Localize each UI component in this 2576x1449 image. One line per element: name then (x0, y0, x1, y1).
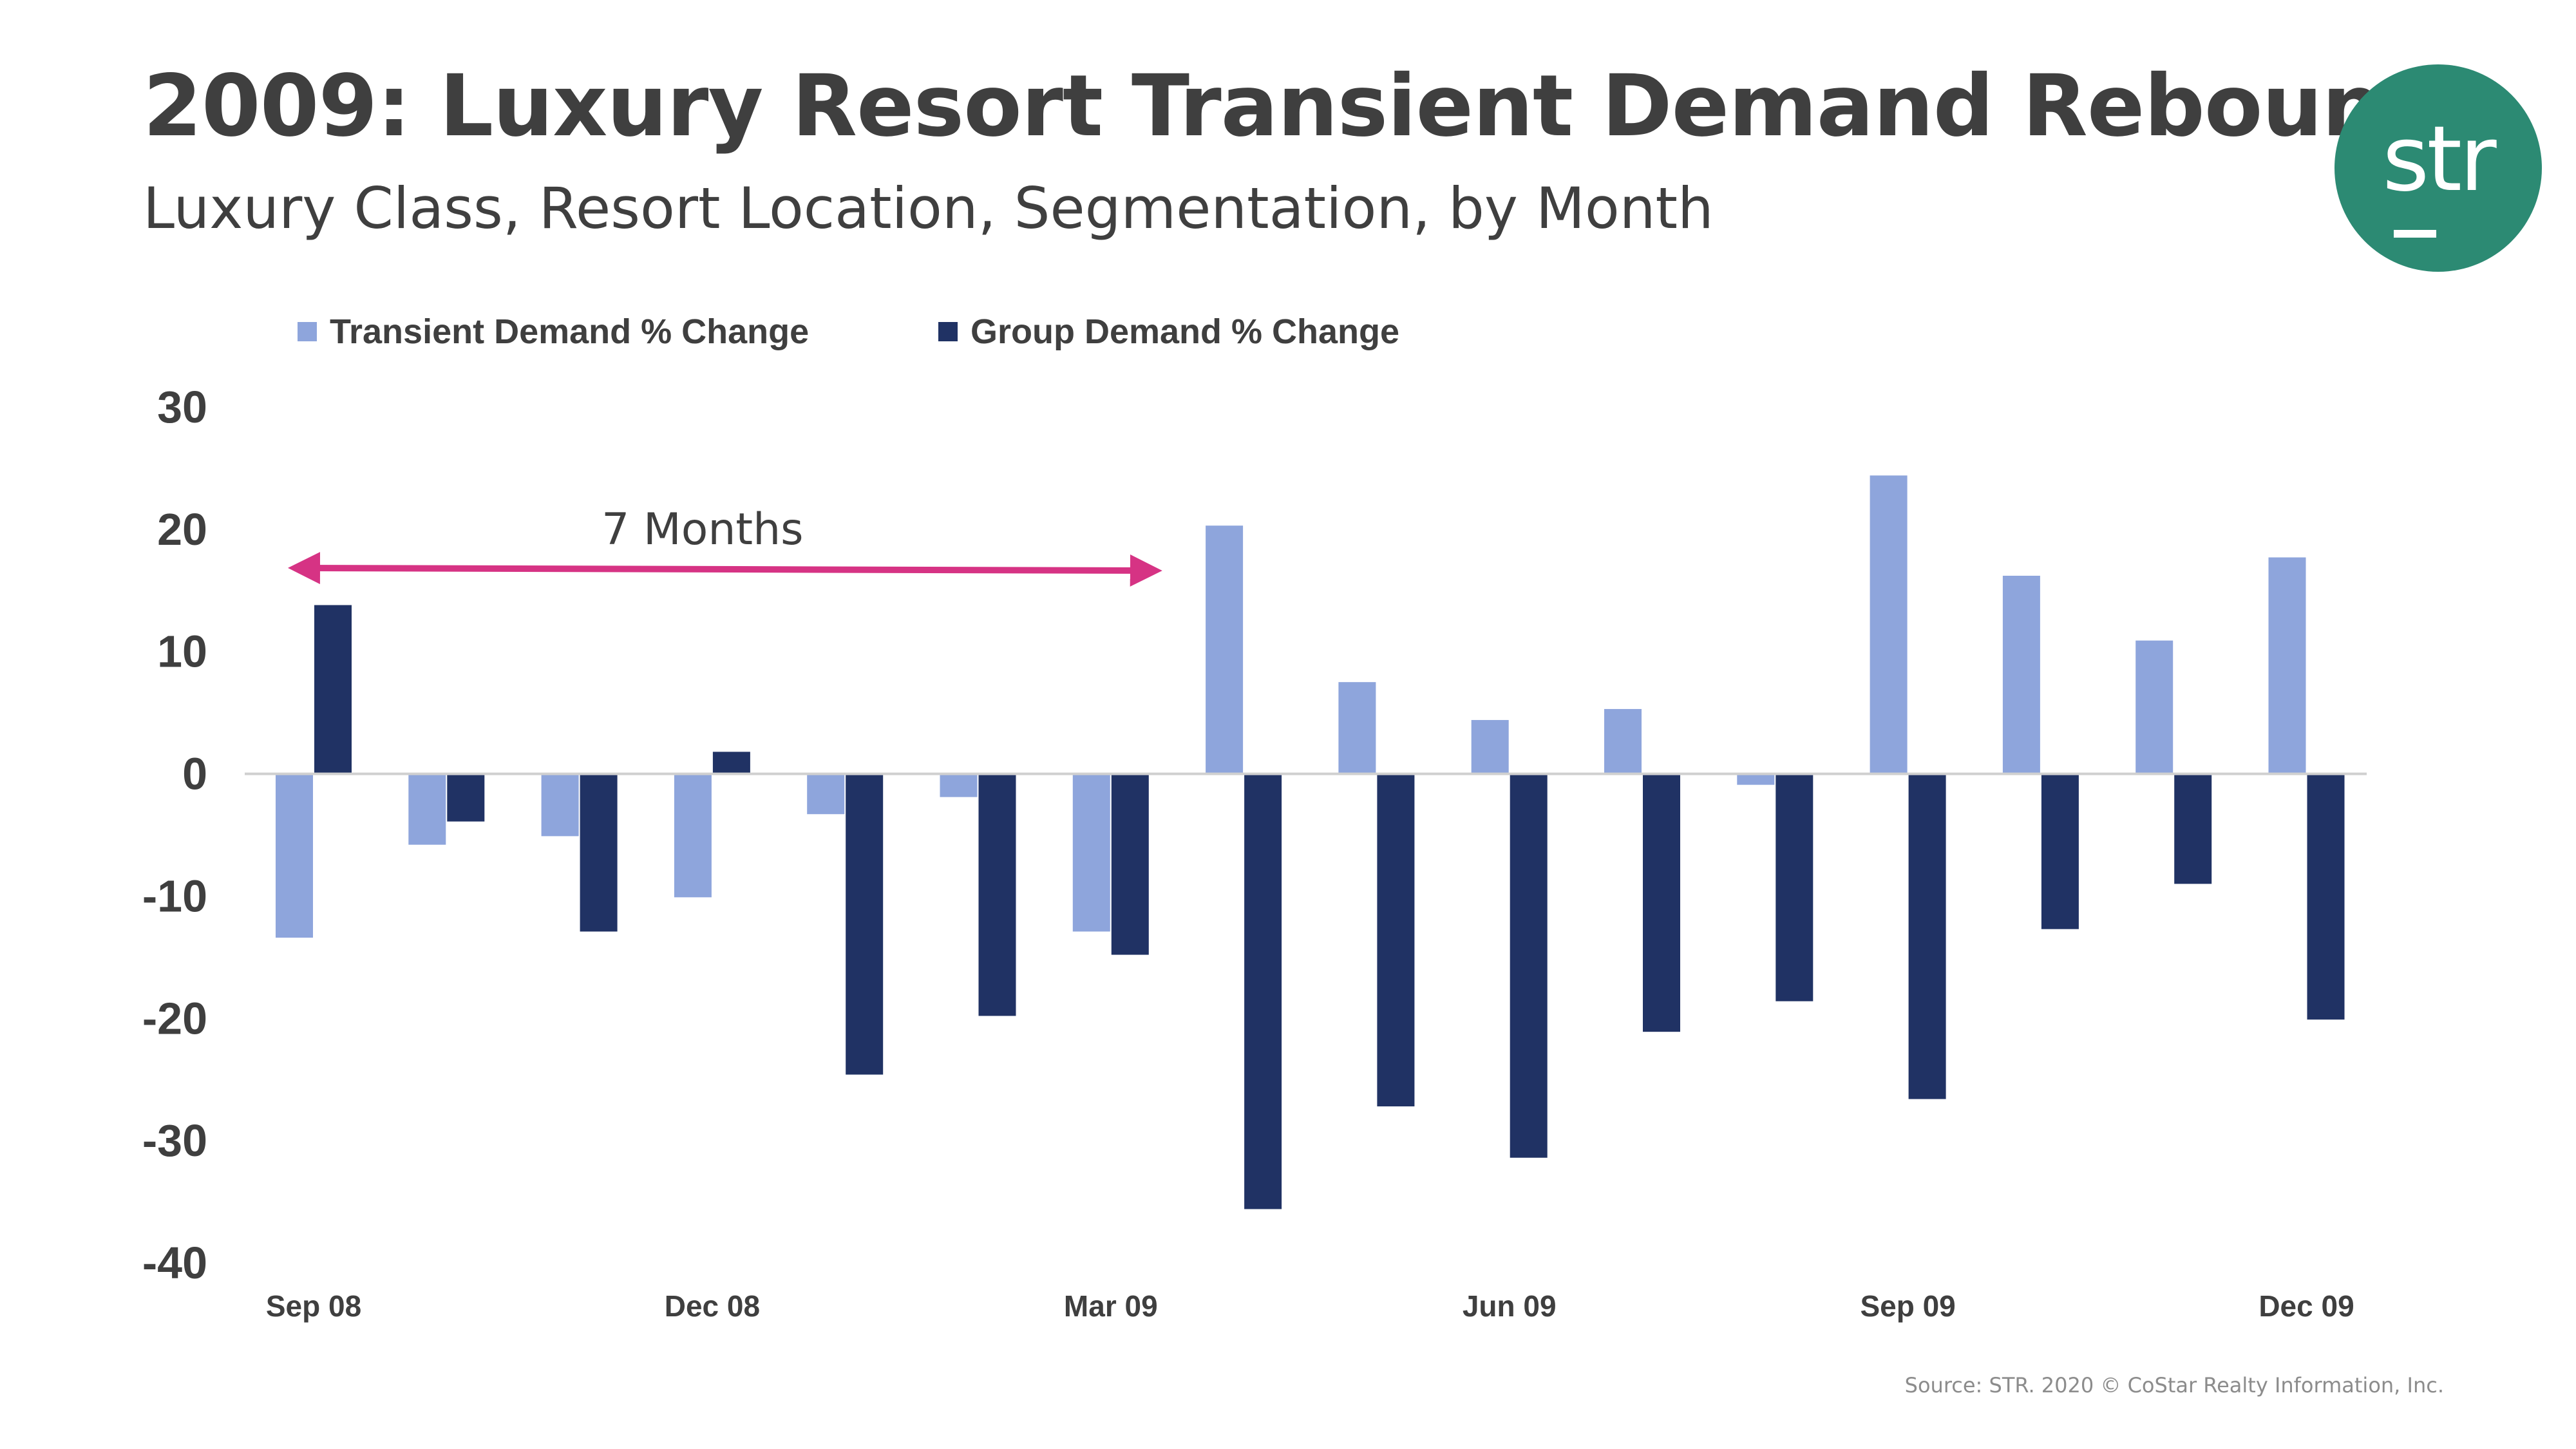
bar-group (1244, 773, 1282, 1209)
bar-transient (807, 773, 845, 815)
y-tick-label: 0 (182, 749, 207, 799)
bars (276, 475, 2345, 1209)
bar-transient (1471, 720, 1509, 774)
bar-group (1643, 773, 1680, 1032)
y-tick-label: 20 (157, 504, 207, 554)
chart-subtitle: Luxury Class, Resort Location, Segmentat… (143, 175, 1714, 242)
bar-group (1377, 773, 1415, 1106)
y-axis-ticks: 30 20 10 0 -10 -20 -30 -40 (142, 382, 207, 1288)
bar-transient (940, 773, 978, 797)
x-tick-label: Sep 09 (1860, 1289, 1955, 1323)
bar-group (1111, 773, 1149, 955)
bar-transient (2268, 557, 2306, 774)
bar-group (2041, 773, 2079, 929)
bar-transient (1206, 526, 1244, 774)
legend-label-transient: Transient Demand % Change (330, 312, 810, 351)
bar-group (2174, 773, 2212, 884)
y-tick-label: -10 (142, 871, 207, 921)
bar-group (712, 752, 750, 774)
legend-label-group: Group Demand % Change (971, 312, 1400, 351)
y-tick-label: 30 (157, 382, 207, 432)
bar-transient (1604, 708, 1642, 774)
legend-swatch-transient (298, 322, 317, 341)
seven-months-annotation: 7 Months (288, 504, 1162, 587)
bar-group (580, 773, 618, 932)
bar-group (1908, 773, 1946, 1099)
x-tick-label: Sep 08 (266, 1289, 361, 1323)
bar-group (846, 773, 884, 1075)
bar-transient (1338, 682, 1376, 774)
y-tick-label: -30 (142, 1115, 207, 1166)
bar-transient (1870, 475, 1908, 774)
annotation-label: 7 Months (601, 504, 803, 555)
str-logo: str (2334, 64, 2542, 272)
bar-transient (1072, 773, 1110, 932)
x-tick-label: Dec 08 (665, 1289, 760, 1323)
y-tick-label: -40 (142, 1238, 207, 1288)
x-tick-label: Dec 09 (2259, 1289, 2354, 1323)
y-tick-label: -20 (142, 993, 207, 1043)
legend-swatch-group (938, 322, 958, 341)
source-note: Source: STR. 2020 © CoStar Realty Inform… (1904, 1373, 2444, 1397)
bar-transient (408, 773, 446, 845)
bar-transient (2002, 576, 2040, 774)
x-tick-label: Jun 09 (1463, 1289, 1557, 1323)
chart-title: 2009: Luxury Resort Transient Demand Reb… (143, 57, 2493, 156)
bar-transient (2136, 640, 2174, 774)
x-tick-label: Mar 09 (1064, 1289, 1158, 1323)
bar-group (1776, 773, 1814, 1001)
bar-group (314, 605, 352, 774)
bar-group (1510, 773, 1548, 1158)
bar-transient (1737, 773, 1775, 785)
bar-group (978, 773, 1016, 1016)
bar-transient (541, 773, 579, 837)
logo-text: str (2382, 107, 2496, 212)
bar-group (447, 773, 485, 822)
bar-transient (276, 773, 313, 938)
logo-underline (2394, 230, 2436, 238)
x-axis-ticks: Sep 08 Dec 08 Mar 09 Jun 09 Sep 09 Dec 09 (266, 1289, 2354, 1323)
bar-group (2307, 773, 2345, 1020)
bar-transient (674, 773, 712, 898)
y-tick-label: 10 (157, 627, 207, 677)
annotation-arrow (288, 552, 1162, 587)
